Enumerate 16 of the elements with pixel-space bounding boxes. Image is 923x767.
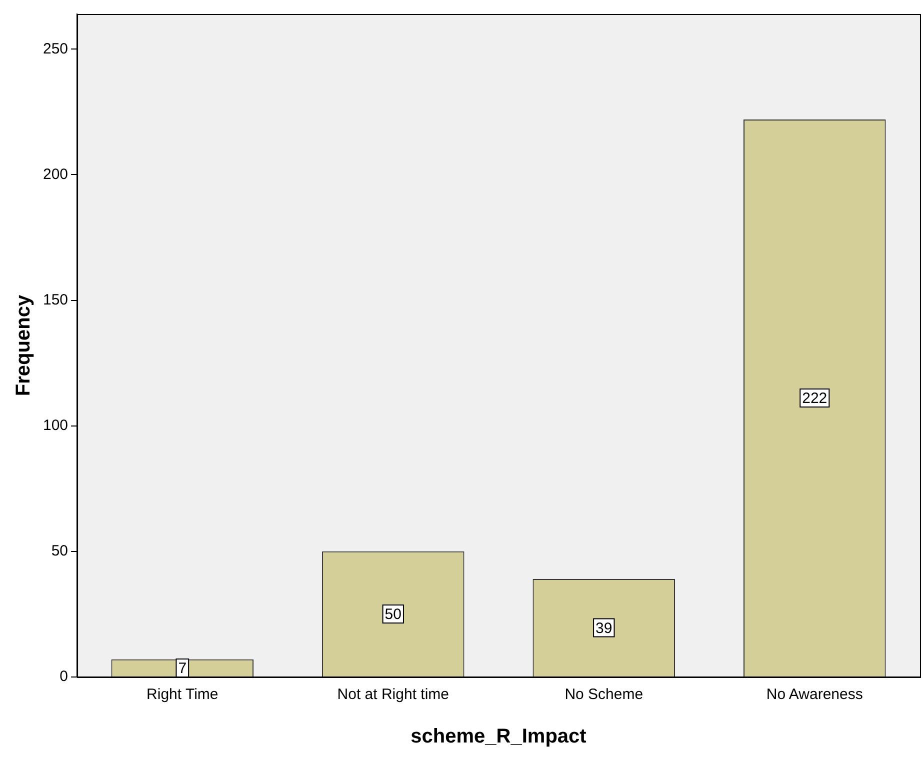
y-tick-label: 50: [51, 542, 68, 560]
data-label: 222: [802, 390, 828, 408]
y-tick-label: 100: [42, 417, 68, 434]
y-tick-label: 0: [60, 668, 68, 686]
x-tick-label: Not at Right time: [337, 686, 449, 704]
x-tick-label: No Scheme: [564, 686, 644, 704]
y-tick-label: 250: [42, 40, 68, 58]
x-axis-title: scheme_R_Impact: [410, 726, 587, 748]
y-axis-title: Frequency: [12, 294, 35, 396]
data-label: 7: [178, 660, 187, 678]
data-label: 39: [596, 620, 612, 637]
x-tick-label: Right Time: [146, 686, 218, 704]
y-tick-label: 200: [42, 166, 68, 183]
data-label: 50: [384, 606, 402, 624]
y-tick-label: 150: [42, 291, 68, 308]
x-tick-label: No Awareness: [766, 686, 863, 704]
